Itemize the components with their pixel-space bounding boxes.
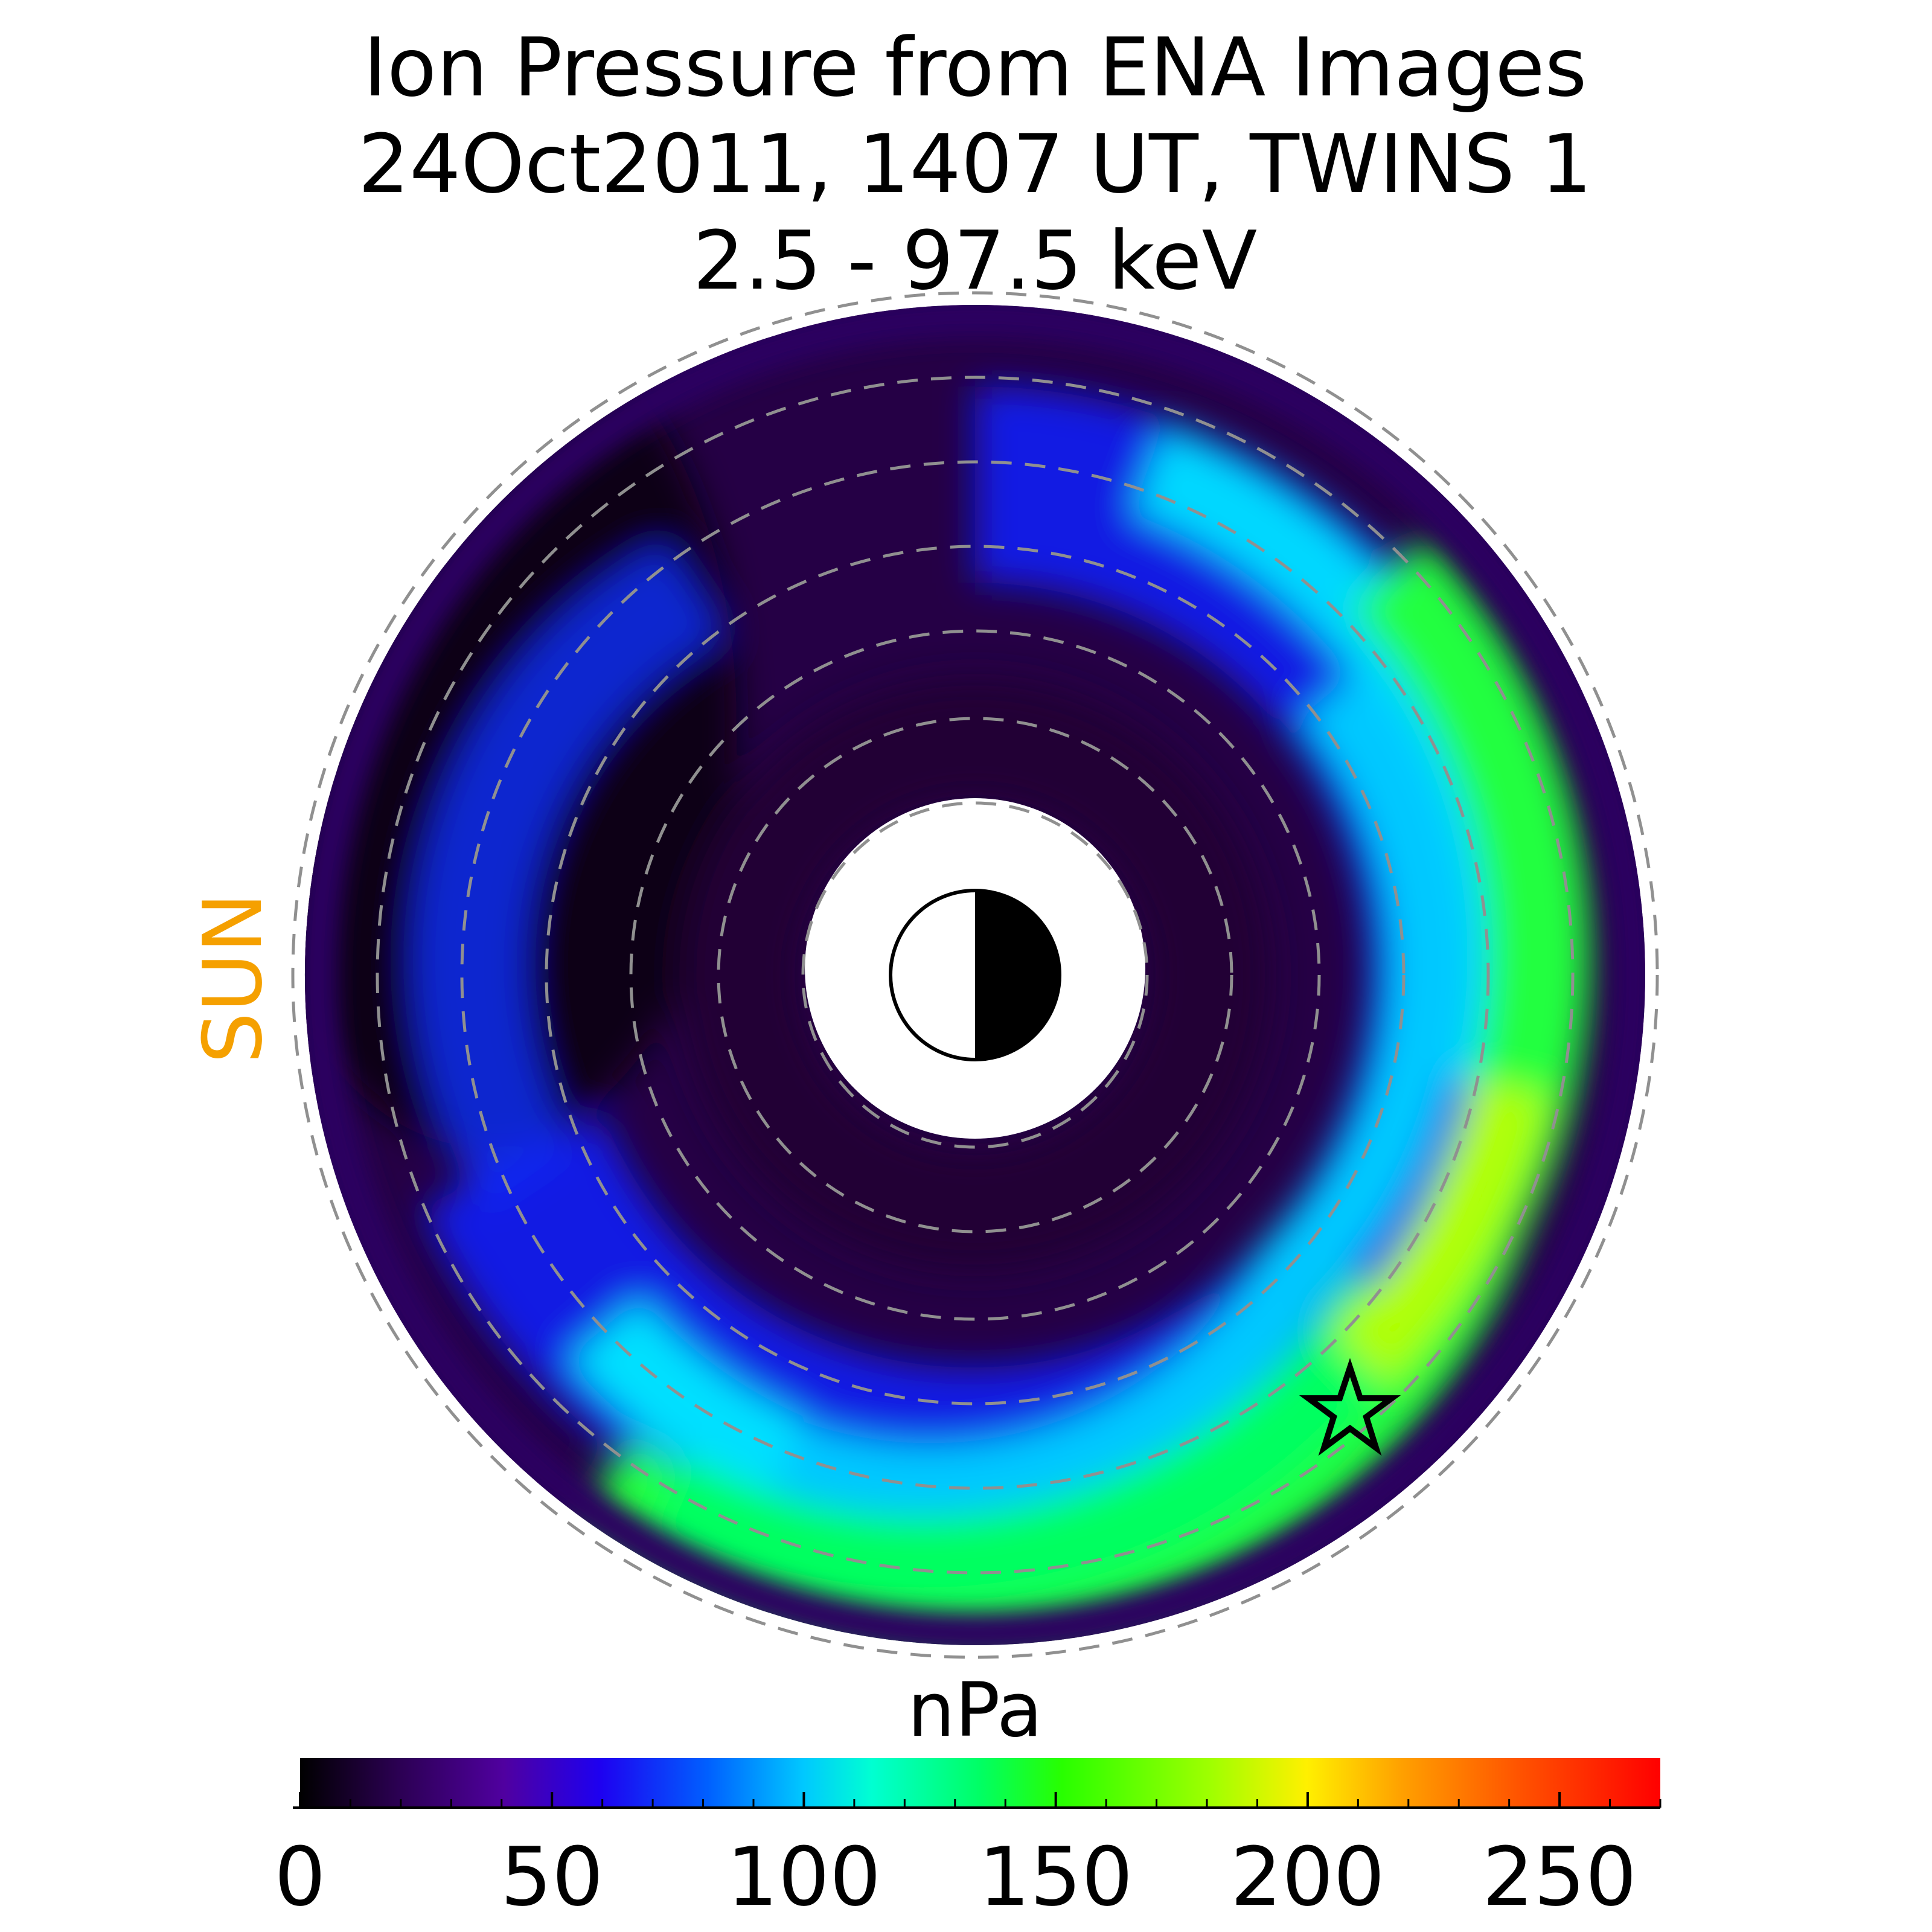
yellow-green-patch	[1331, 1078, 1548, 1387]
chart-title: Ion Pressure from ENA Images 24Oct2011, …	[358, 21, 1592, 308]
earth-symbol	[889, 889, 1061, 1061]
colorbar-tick-label: 100	[727, 1830, 881, 1924]
grid-circle	[801, 801, 1149, 1149]
title-line-2: 24Oct2011, 1407 UT, TWINS 1	[358, 117, 1592, 211]
colorbar-tick-label: 200	[1230, 1830, 1385, 1924]
cyan-arc-inner	[573, 669, 1466, 1522]
colorbar-tick-label: 150	[979, 1830, 1133, 1924]
outer-edge-band	[304, 305, 1645, 1645]
sun-label: SUN	[186, 892, 280, 1063]
colorbar: nPa 0 50 100 150 200 250	[274, 1667, 1662, 1924]
grid-circle	[291, 291, 1659, 1659]
colorbar-tick-label: 50	[501, 1830, 604, 1924]
colorbar-label: nPa	[907, 1667, 1043, 1754]
inner-dark-ring	[679, 679, 1271, 1271]
star-marker	[1299, 1358, 1401, 1456]
grid-circle	[629, 629, 1321, 1321]
title-line-1: Ion Pressure from ENA Images	[363, 21, 1587, 115]
grid-circle	[460, 460, 1490, 1490]
grid-circle	[717, 717, 1233, 1233]
colorbar-tick-label: 0	[274, 1830, 325, 1924]
blue-zone-west	[412, 543, 724, 1208]
grid-circle	[545, 545, 1406, 1406]
grid-circle	[376, 376, 1575, 1575]
colorbar-ticks: 0 50 100 150 200 250	[274, 1792, 1662, 1924]
earth-night-side	[975, 891, 1060, 1060]
colorbar-gradient	[300, 1758, 1660, 1806]
radial-grid	[291, 291, 1659, 1659]
colorbar-tick-label: 250	[1482, 1830, 1637, 1924]
